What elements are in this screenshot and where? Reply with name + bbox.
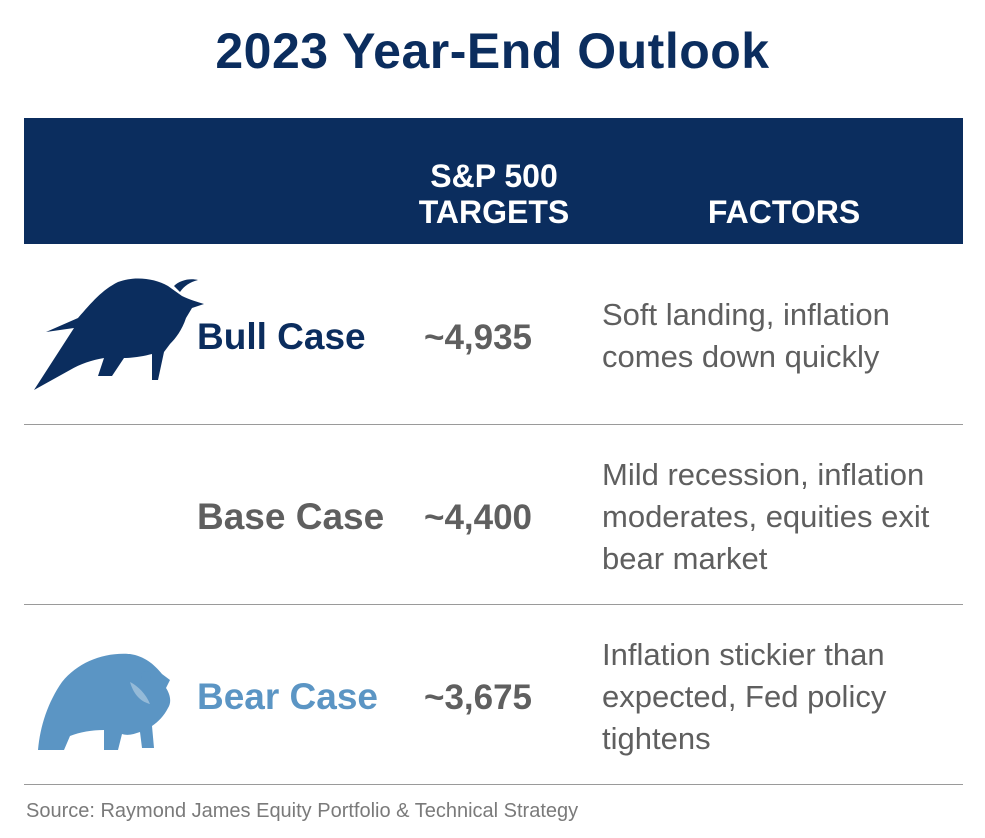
row-divider <box>24 604 963 605</box>
bear-icon <box>38 653 171 750</box>
header-targets-line1: S&P 500 <box>430 158 558 194</box>
row-divider <box>24 424 963 425</box>
target-base: ~4,400 <box>424 498 533 537</box>
factor-bear: Inflation stickier than expected, Fed po… <box>602 637 887 756</box>
header-factors: FACTORS <box>707 194 861 230</box>
table-row-base: Base Case ~4,400 Mild recession, inflati… <box>24 426 963 604</box>
case-label-base: Base Case <box>197 496 385 537</box>
factor-base: Mild recession, inflation moderates, equ… <box>602 457 930 576</box>
header-targets-line2: TARGETS <box>418 194 570 230</box>
target-bull: ~4,935 <box>424 318 533 357</box>
source-note: Source: Raymond James Equity Portfolio &… <box>26 800 579 822</box>
bull-icon <box>34 278 204 390</box>
case-label-bear: Bear Case <box>197 676 379 717</box>
table-header: S&P 500 TARGETS FACTORS <box>24 118 963 244</box>
table-row-bull: Bull Case ~4,935 Soft landing, inflation… <box>24 246 963 424</box>
target-bear: ~3,675 <box>424 678 533 717</box>
header-targets: S&P 500 TARGETS <box>384 158 604 230</box>
page-title: 2023 Year-End Outlook <box>215 23 770 79</box>
factor-bull: Soft landing, inflation comes down quick… <box>602 297 890 374</box>
row-divider <box>24 784 963 785</box>
table-row-bear: Bear Case ~3,675 Inflation stickier than… <box>24 606 963 784</box>
case-label-bull: Bull Case <box>197 316 366 357</box>
